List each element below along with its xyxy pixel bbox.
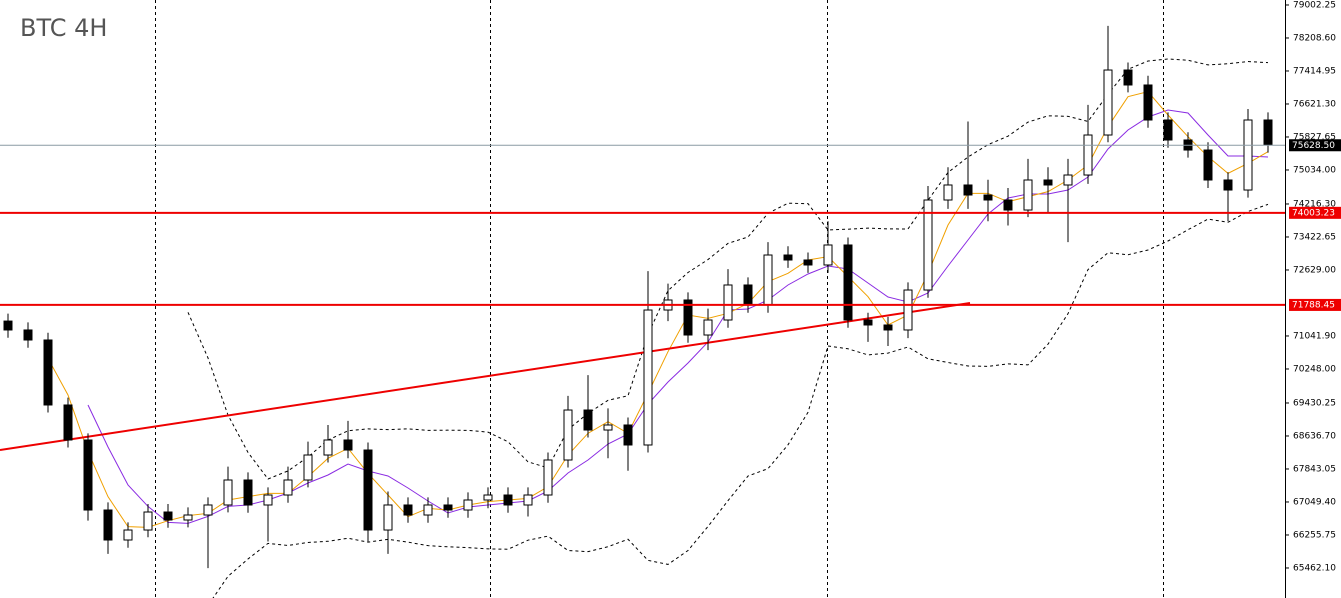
candle-body bbox=[643, 309, 653, 446]
candle-body bbox=[503, 494, 513, 506]
candle-body bbox=[763, 254, 773, 306]
price-label: 75628.50 bbox=[1292, 141, 1335, 151]
candle-body bbox=[423, 504, 433, 516]
candle-body bbox=[383, 504, 393, 531]
candle-body bbox=[63, 404, 73, 441]
y-tick-label: 66255.75 bbox=[1293, 530, 1336, 540]
price-label: 74003.23 bbox=[1292, 208, 1335, 218]
candle-body bbox=[203, 504, 213, 516]
candle-body bbox=[143, 511, 153, 531]
candle-body bbox=[463, 499, 473, 511]
y-tick-label: 67049.40 bbox=[1293, 497, 1336, 507]
candle-body bbox=[283, 479, 293, 496]
candle-body bbox=[523, 494, 533, 506]
candle-body bbox=[343, 439, 353, 451]
y-tick-label: 79002.25 bbox=[1293, 0, 1336, 10]
candle-body bbox=[1103, 69, 1113, 136]
candle-body bbox=[43, 339, 53, 406]
candle-body bbox=[863, 319, 873, 326]
candle-body bbox=[543, 459, 553, 496]
candle-body bbox=[823, 244, 833, 266]
y-tick-label: 72629.00 bbox=[1293, 265, 1336, 275]
y-tick-label: 70248.00 bbox=[1293, 364, 1336, 374]
candle-body bbox=[443, 504, 453, 511]
candle-body bbox=[243, 479, 253, 506]
candle-body bbox=[103, 509, 113, 541]
candle-body bbox=[323, 439, 333, 456]
y-tick-label: 68636.70 bbox=[1293, 431, 1336, 441]
bollinger-upper bbox=[187, 58, 1269, 480]
y-tick-label: 76621.30 bbox=[1293, 99, 1336, 109]
candle-body bbox=[303, 454, 313, 481]
candle-body bbox=[723, 284, 733, 321]
candle-body bbox=[703, 319, 713, 336]
candle-body bbox=[1043, 179, 1053, 186]
candle-body bbox=[1123, 69, 1133, 86]
candle-body bbox=[883, 324, 893, 331]
candle-body bbox=[1163, 119, 1173, 141]
candle-body bbox=[123, 529, 133, 541]
candle-body bbox=[23, 329, 33, 341]
y-tick-label: 78208.60 bbox=[1293, 33, 1336, 43]
candle-body bbox=[783, 254, 793, 261]
candle-body bbox=[163, 511, 173, 521]
candle-body bbox=[3, 320, 13, 331]
y-tick-label: 73422.65 bbox=[1293, 232, 1336, 242]
candle-body bbox=[943, 184, 953, 201]
y-tick-label: 77414.95 bbox=[1293, 66, 1336, 76]
candle-body bbox=[1143, 84, 1153, 121]
y-tick-label: 65462.10 bbox=[1293, 563, 1336, 573]
price-label-box bbox=[1289, 139, 1341, 152]
candle-body bbox=[583, 409, 593, 431]
y-tick-label: 71041.90 bbox=[1293, 331, 1336, 341]
price-label-box bbox=[1289, 206, 1341, 219]
candle-body bbox=[403, 504, 413, 516]
candle-body bbox=[263, 494, 273, 506]
candle-body bbox=[1263, 119, 1273, 146]
candle-body bbox=[1063, 174, 1073, 186]
candle-body bbox=[803, 259, 813, 266]
candle-body bbox=[983, 194, 993, 201]
candle-body bbox=[603, 424, 613, 431]
y-tick-label: 75827.65 bbox=[1293, 132, 1336, 142]
candle-body bbox=[223, 479, 233, 506]
chart-title: BTC 4H bbox=[20, 14, 107, 42]
candle-body bbox=[923, 199, 933, 291]
candle-body bbox=[363, 449, 373, 531]
candle-body bbox=[483, 494, 493, 501]
candle-body bbox=[963, 184, 973, 196]
candle-body bbox=[83, 439, 93, 511]
candle-body bbox=[623, 424, 633, 446]
candle-body bbox=[183, 514, 193, 521]
candle-body bbox=[1023, 179, 1033, 211]
candle-body bbox=[1223, 179, 1233, 191]
y-tick-label: 69430.25 bbox=[1293, 398, 1336, 408]
y-tick-label: 75034.00 bbox=[1293, 165, 1336, 175]
y-tick-label: 67843.05 bbox=[1293, 464, 1336, 474]
candle-body bbox=[903, 289, 913, 331]
price-label-box bbox=[1289, 298, 1341, 311]
candle-body bbox=[563, 409, 573, 461]
candle-body bbox=[1083, 134, 1093, 176]
candle-body bbox=[1243, 119, 1253, 191]
candle-body bbox=[1003, 199, 1013, 211]
price-label: 71788.45 bbox=[1292, 300, 1335, 310]
candle-body bbox=[1203, 149, 1213, 181]
trendline bbox=[0, 302, 971, 451]
candle-body bbox=[743, 284, 753, 306]
candle-body bbox=[683, 299, 693, 336]
bollinger-lower bbox=[212, 203, 1269, 598]
y-tick-label: 74216.30 bbox=[1293, 199, 1336, 209]
candle-body bbox=[843, 244, 853, 321]
